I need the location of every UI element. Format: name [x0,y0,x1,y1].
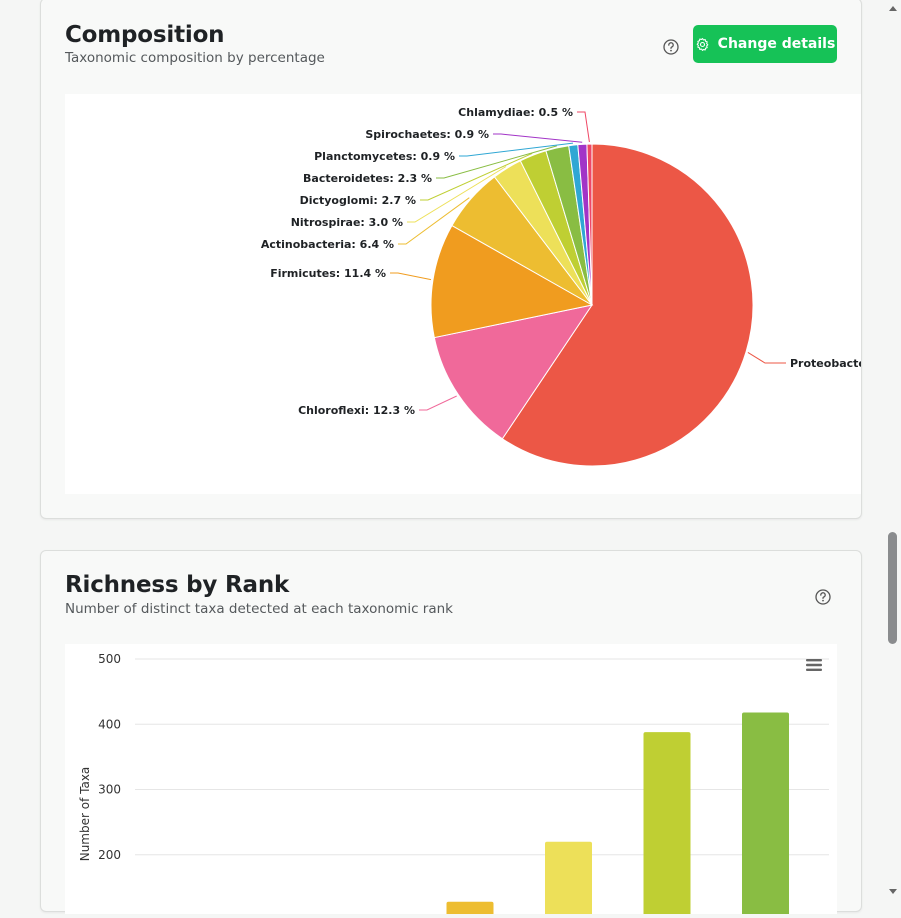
pie-label-bacteroidetes: Bacteroidetes: 2.3 % [303,172,432,185]
bar-5[interactable] [643,732,691,918]
pie-connector-chloroflexi [419,395,457,411]
composition-pie-chart: Proteobacter Chloroflexi: 12.3 % Firmicute… [65,94,861,494]
pie-slice-firmicutes[interactable] [430,224,594,339]
scroll-down-arrow-icon[interactable] [888,888,898,896]
pie-label-actinobacteria: Actinobacteria: 6.4 % [261,238,394,251]
bar-3[interactable] [446,901,494,918]
pie-connector-bacteroidetes [436,145,557,179]
bar-6[interactable] [742,712,789,918]
richness-title: Richness by Rank [65,572,290,598]
y-tick-label-400: 400 [98,717,121,731]
composition-subtitle: Taxonomic composition by percentage [65,50,325,66]
bar-chart-svg: 500 400 300 200 Number of Taxa [78,652,829,918]
pie-connector-firmicutes [390,272,432,281]
hamburger-menu-icon[interactable] [805,658,823,672]
pie-connector-chlamydiae [577,111,590,143]
pie-slice-chloroflexi[interactable] [433,304,594,440]
y-axis-label: Number of Taxa [78,767,92,862]
question-circle-icon[interactable] [814,588,832,606]
pie-label-proteobacteria: Proteobacter [790,357,861,370]
pie-connector-nitrospirae [407,166,507,223]
pie-slice-proteobacteria[interactable] [501,143,754,467]
gear-icon [696,37,709,51]
richness-subtitle: Number of distinct taxa detected at each… [65,601,453,617]
pie-label-dictyoglomi: Dictyoglomi: 2.7 % [300,194,416,207]
pie-chart-svg: Proteobacter Chloroflexi: 12.3 % Firmicute… [261,106,861,467]
pie-label-planctomycetes: Planctomycetes: 0.9 % [314,150,455,163]
change-details-button[interactable]: Change details [693,25,837,63]
pie-label-spirochaetes: Spirochaetes: 0.9 % [365,128,489,141]
bar-4[interactable] [545,841,592,918]
composition-card: Composition Taxonomic composition by per… [40,0,862,519]
scroll-up-arrow-icon[interactable] [888,4,898,12]
pie-slice-chlamydiae[interactable] [586,143,593,306]
richness-card: Richness by Rank Number of distinct taxa… [40,550,862,918]
pie-connector-actinobacteria [398,197,470,245]
pie-connector-spirochaetes [493,133,583,143]
pie-connector-planctomycetes [459,142,574,157]
pie-label-firmicutes: Firmicutes: 11.4 % [270,267,386,280]
composition-title: Composition [65,22,225,48]
pie-label-nitrospirae: Nitrospirae: 3.0 % [291,216,403,229]
y-tick-label-200: 200 [98,848,121,862]
question-circle-icon[interactable] [662,38,680,56]
richness-bar-chart: 500 400 300 200 Number of Taxa [65,644,837,918]
pie-label-chlamydiae: Chlamydiae: 0.5 % [458,106,573,119]
pie-connector-proteobacteria [747,351,786,364]
pie-connector-dictyoglomi [420,152,533,201]
page-scrollbar-thumb[interactable] [888,532,897,644]
y-tick-label-300: 300 [98,783,121,797]
change-details-label: Change details [717,36,836,52]
pie-label-chloroflexi: Chloroflexi: 12.3 % [298,404,415,417]
y-tick-label-500: 500 [98,652,121,666]
